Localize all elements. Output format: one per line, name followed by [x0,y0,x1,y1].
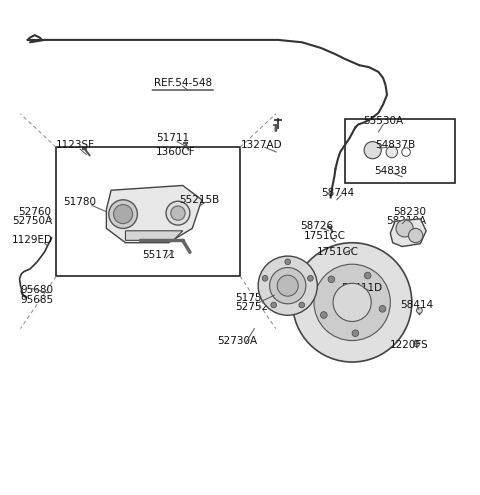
Text: 58744: 58744 [321,188,354,198]
Bar [56,148,240,276]
Circle shape [292,243,412,362]
Text: REF.54-548: REF.54-548 [154,78,212,88]
Text: 58414: 58414 [400,300,433,310]
Text: 55171: 55171 [142,249,175,260]
Circle shape [402,148,410,156]
Circle shape [333,283,371,321]
Circle shape [408,228,423,243]
Circle shape [321,312,327,318]
Text: 52752: 52752 [235,302,268,312]
Circle shape [364,142,381,159]
Circle shape [271,302,276,308]
Text: 52760: 52760 [18,207,51,217]
Circle shape [171,206,185,220]
Text: 51711: 51711 [156,133,190,143]
Text: 1360CF: 1360CF [156,147,195,157]
Text: 95685: 95685 [21,295,54,305]
Circle shape [328,276,335,283]
Text: 58726: 58726 [300,221,333,231]
Circle shape [285,259,290,265]
Text: 58210A: 58210A [386,216,426,226]
Circle shape [352,330,359,337]
Text: 52750A: 52750A [12,216,52,226]
Circle shape [396,220,413,237]
Text: 51752: 51752 [235,293,268,302]
Polygon shape [390,219,426,247]
Circle shape [109,200,137,228]
Text: 51780: 51780 [64,197,96,207]
Circle shape [258,256,317,315]
Text: 58230: 58230 [393,207,426,217]
Circle shape [417,307,422,313]
Text: 55530A: 55530A [363,116,403,126]
Circle shape [114,204,132,224]
Circle shape [166,201,190,225]
Text: 54838: 54838 [374,166,407,176]
Text: 55215B: 55215B [180,195,219,205]
Text: 95680: 95680 [21,286,54,296]
Text: 58411D: 58411D [341,283,382,293]
Circle shape [364,272,371,279]
Text: 54837B: 54837B [375,140,415,150]
Text: 1751GC: 1751GC [303,231,346,241]
Circle shape [308,275,313,281]
Circle shape [270,267,306,304]
Polygon shape [125,231,183,241]
Text: 1123SF: 1123SF [56,140,95,150]
Circle shape [299,302,305,308]
Text: 1751GC: 1751GC [317,248,359,257]
Bar [345,119,455,183]
Text: 1327AD: 1327AD [240,140,282,150]
Circle shape [386,147,397,158]
Circle shape [314,264,390,341]
Circle shape [414,341,420,347]
Circle shape [379,305,386,312]
Text: 1129ED: 1129ED [12,235,53,246]
Text: 52730A: 52730A [217,336,258,346]
Circle shape [277,275,298,296]
Polygon shape [107,186,202,243]
Text: 1220FS: 1220FS [390,341,429,350]
Circle shape [262,275,268,281]
